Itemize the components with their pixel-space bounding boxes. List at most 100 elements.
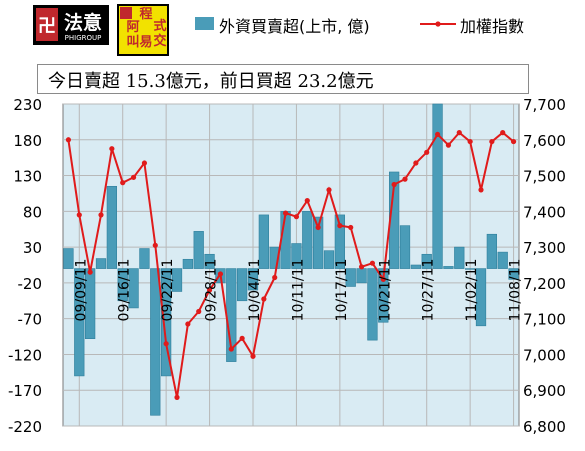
- y-right-tick-label: 7,500: [523, 168, 566, 186]
- index-point: [380, 276, 386, 282]
- y-right-tick-label: 7,100: [523, 311, 566, 329]
- index-point: [369, 260, 376, 266]
- y-left-tick-label: 230: [13, 96, 42, 114]
- index-point: [185, 321, 191, 327]
- index-point: [152, 242, 158, 248]
- index-point: [456, 130, 462, 136]
- y-right-tick-label: 7,000: [523, 346, 566, 364]
- index-point: [510, 138, 517, 145]
- legend-bar-label: 外資買賣超(上市, 億): [219, 17, 370, 36]
- y-left-tick-label: -170: [8, 382, 42, 400]
- y-right-tick-label: 7,300: [523, 239, 566, 257]
- index-point: [500, 130, 506, 136]
- index-point: [413, 160, 419, 166]
- chart: 230 180 130 80 30 -20 -70 -120 -170 -220 7,700 7,60…: [8, 96, 566, 436]
- bar: [497, 251, 508, 269]
- index-point: [358, 264, 365, 270]
- x-tick-label: 11/02/11: [464, 259, 480, 322]
- x-tick-label: 09/16/11: [117, 259, 133, 322]
- bar: [182, 258, 193, 269]
- bar: [454, 246, 465, 269]
- logo-right-char: 交: [153, 33, 166, 49]
- bar: [247, 268, 259, 291]
- logo-right-char: 叫: [126, 34, 139, 50]
- bar: [280, 211, 291, 269]
- bar: [291, 243, 302, 269]
- bar: [367, 268, 378, 341]
- index-point: [163, 341, 169, 347]
- y-right-tick-label: 6,800: [523, 418, 566, 436]
- x-tick-label: 09/09/11: [73, 259, 89, 322]
- logo-right-char: 程: [139, 7, 152, 22]
- x-tick-label: 10/21/11: [377, 259, 393, 322]
- y-left-tick-label: 180: [13, 132, 42, 150]
- index-point: [304, 198, 310, 204]
- index-point: [174, 394, 180, 400]
- bar: [171, 268, 183, 292]
- index-point: [293, 214, 300, 220]
- bar: [486, 233, 497, 269]
- index-point: [206, 287, 213, 293]
- bar: [399, 225, 411, 269]
- bar: [258, 214, 269, 269]
- plot-area: [62, 103, 520, 427]
- index-point: [228, 346, 234, 352]
- x-tick-label: 09/22/11: [160, 259, 176, 322]
- bar: [269, 246, 280, 269]
- index-point: [337, 223, 343, 229]
- index-point: [239, 335, 245, 341]
- index-point: [65, 137, 72, 143]
- summary-text: 今日賣超 15.3億元，前日買超 23.2億元: [48, 71, 374, 92]
- index-point: [261, 296, 267, 302]
- y-right-tick-label: 7,400: [523, 203, 566, 221]
- y-left-tick-label: -120: [8, 346, 42, 364]
- logo-left-subtext: PHIGROUP: [65, 34, 102, 42]
- index-point: [315, 224, 321, 231]
- y-right-tick-label: 7,700: [523, 96, 566, 114]
- index-point: [196, 308, 202, 315]
- index-point: [424, 149, 430, 155]
- x-tick-label: 10/27/11: [421, 259, 437, 322]
- legend-line-swatch: [420, 21, 456, 27]
- logo-left-text: 法意: [64, 11, 102, 34]
- index-point: [98, 212, 104, 218]
- y-left-tick-label: -220: [8, 418, 42, 436]
- y-left-tick-label: 80: [23, 203, 42, 221]
- index-point: [391, 181, 397, 188]
- y-left-tick-label: -20: [18, 275, 43, 293]
- bar: [193, 231, 204, 269]
- x-tick-label: 10/04/11: [247, 259, 263, 322]
- index-point: [250, 353, 256, 359]
- index-point: [76, 212, 82, 218]
- bar: [74, 268, 85, 377]
- index-point: [445, 142, 452, 148]
- svg-text:卍: 卍: [38, 16, 56, 37]
- x-tick-label: 09/28/11: [204, 259, 220, 322]
- index-point: [272, 274, 278, 281]
- index-point: [130, 174, 137, 180]
- y-left-tick-label: 130: [13, 168, 42, 186]
- x-tick-label: 11/08/11: [508, 259, 524, 322]
- index-point: [348, 224, 354, 231]
- bar: [95, 258, 107, 269]
- bar: [161, 268, 172, 377]
- index-point: [141, 160, 148, 166]
- bar: [302, 211, 313, 269]
- y-right-tick-label: 6,900: [523, 382, 566, 400]
- index-point: [87, 269, 93, 275]
- index-point: [434, 131, 441, 138]
- y-left-tick-label: -70: [18, 311, 43, 329]
- index-point: [282, 210, 289, 216]
- index-point: [402, 176, 408, 182]
- bar: [465, 268, 476, 270]
- bar: [313, 216, 324, 269]
- index-point: [326, 187, 332, 193]
- bar: [128, 268, 139, 309]
- bar: [323, 250, 335, 269]
- index-point: [120, 180, 126, 186]
- index-point: [217, 271, 224, 277]
- bar: [334, 214, 345, 269]
- bar: [432, 103, 443, 269]
- bar: [443, 266, 454, 269]
- y-right-tick-label: 7,200: [523, 275, 566, 293]
